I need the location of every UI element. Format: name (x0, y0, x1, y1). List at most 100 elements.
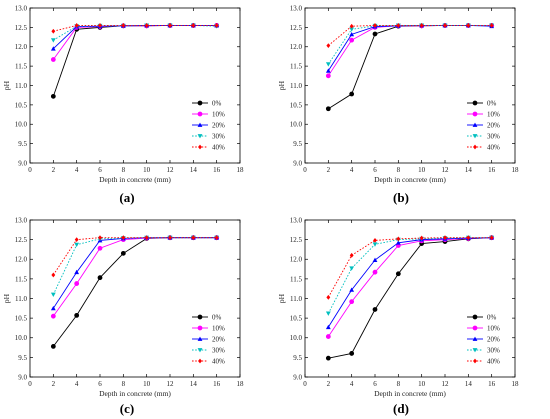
x-tick-label: 2 (52, 380, 56, 388)
x-tick-label: 8 (122, 380, 126, 388)
data-point (396, 236, 401, 242)
legend-swatch-marker (472, 336, 478, 341)
data-point (489, 23, 494, 28)
y-tick-label: 11.0 (290, 295, 302, 303)
chart-panel-1: 0 2 4 6 8 10 12 14 16 18 9.0 9.5 10.0 10.5 11.0 11.5 12.… (2, 4, 244, 205)
data-point (372, 31, 378, 37)
data-point (325, 324, 331, 330)
data-point (74, 23, 79, 28)
data-point (144, 235, 149, 241)
y-tick-label: 10.0 (15, 334, 28, 342)
legend-label: 20% (212, 121, 225, 129)
data-point (349, 299, 355, 305)
y-tick-label: 10.0 (15, 121, 28, 129)
x-tick-label: 12 (167, 380, 175, 388)
legend-label: 40% (487, 357, 500, 365)
legend-label: 0% (212, 313, 222, 321)
data-point (121, 23, 126, 28)
y-tick-label: 10.5 (290, 101, 303, 109)
series-30pct (325, 23, 495, 67)
x-tick-label: 12 (442, 380, 450, 388)
data-point (51, 272, 56, 278)
data-point (97, 245, 103, 251)
series-line (327, 24, 492, 65)
series-line (327, 237, 492, 328)
series-line (52, 237, 217, 276)
x-tick-label: 8 (122, 166, 126, 174)
data-point (168, 23, 172, 28)
series-line (327, 237, 492, 298)
legend: 0% 10% 20% 30% 40% (192, 99, 225, 151)
series-20pct (50, 235, 220, 311)
data-point (50, 343, 56, 349)
x-tick-label: 2 (327, 166, 331, 174)
legend-swatch-marker (197, 122, 203, 127)
legend-label: 20% (487, 335, 500, 343)
x-tick-label: 14 (465, 380, 473, 388)
y-tick-label: 9.0 (18, 373, 27, 381)
x-tick-label: 6 (373, 380, 377, 388)
series-line (327, 237, 492, 337)
data-point (349, 252, 354, 258)
series-line (328, 24, 492, 110)
y-tick-label: 9.0 (293, 373, 302, 381)
series-line (52, 237, 217, 347)
x-tick-label: 14 (190, 380, 198, 388)
data-point (50, 313, 56, 319)
legend-swatch-marker (197, 348, 203, 353)
x-axis-label: Depth in concrete (mm) (374, 389, 446, 398)
data-point (325, 62, 331, 67)
data-point (396, 23, 401, 28)
data-point (326, 43, 331, 48)
series-20pct (325, 235, 495, 330)
data-point (489, 235, 494, 241)
x-tick-label: 8 (397, 166, 401, 174)
data-point (419, 23, 424, 28)
legend-swatch-marker (473, 144, 477, 150)
x-tick-label: 8 (397, 380, 401, 388)
x-axis-label: Depth in concrete (mm) (99, 175, 171, 184)
legend-label: 10% (212, 110, 225, 118)
data-point (443, 235, 447, 241)
x-tick-label: 12 (167, 166, 175, 174)
x-tick-label: 16 (488, 166, 496, 174)
legend-label: 40% (212, 357, 225, 365)
legend-label: 20% (487, 121, 500, 129)
data-point (349, 31, 355, 37)
x-tick-label: 16 (213, 380, 221, 388)
series-line (327, 24, 492, 72)
y-tick-label: 11.0 (290, 82, 302, 90)
data-point (74, 237, 79, 243)
y-tick-label: 12.0 (290, 256, 303, 264)
data-point (372, 269, 378, 275)
data-point (168, 235, 172, 241)
legend-label: 40% (487, 143, 500, 151)
data-point (98, 235, 102, 241)
series-30pct (50, 235, 220, 297)
data-point (97, 275, 103, 281)
data-point (419, 235, 424, 241)
x-tick-label: 6 (98, 380, 102, 388)
data-point (51, 28, 56, 34)
data-point (325, 311, 331, 316)
data-point (372, 257, 378, 262)
legend-swatch-marker (472, 134, 478, 139)
data-point (50, 46, 56, 51)
legend-label: 40% (212, 143, 225, 151)
y-tick-label: 13.0 (290, 4, 303, 12)
series-line (52, 237, 217, 317)
legend-swatch-marker (472, 111, 478, 117)
y-tick-label: 11.5 (15, 63, 27, 71)
series-line (327, 24, 492, 77)
series-10pct (325, 23, 495, 79)
x-tick-label: 18 (512, 166, 520, 174)
data-point (144, 23, 149, 28)
legend-swatch-marker (472, 122, 478, 127)
y-tick-label: 11.5 (290, 275, 302, 283)
legend-swatch-marker (472, 314, 478, 320)
legend: 0% 10% 20% 30% 40% (467, 99, 500, 151)
series-10pct (50, 23, 220, 62)
data-point (373, 238, 377, 243)
y-tick-label: 12.5 (290, 24, 303, 32)
